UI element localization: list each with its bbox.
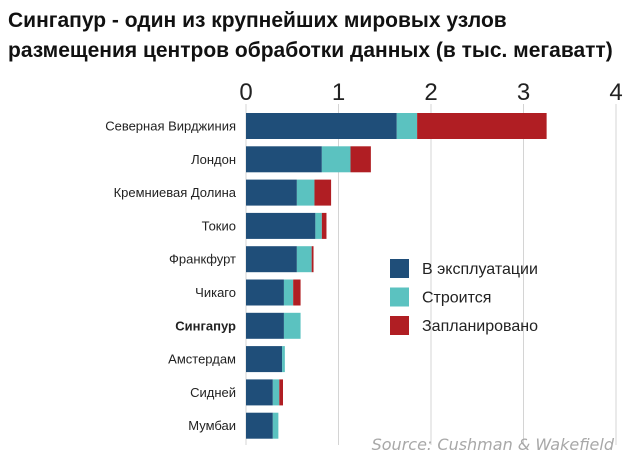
category-label: Франкфурт <box>169 252 236 267</box>
legend-swatch <box>390 259 409 278</box>
x-tick-label: 1 <box>332 79 345 106</box>
bar-construction <box>396 113 418 139</box>
x-tick-label: 3 <box>517 79 530 106</box>
bar-operating <box>246 312 284 339</box>
x-tick-label: 4 <box>609 79 622 106</box>
bar-planned <box>279 379 283 406</box>
bar-construction <box>272 412 279 439</box>
category-label: Мумбаи <box>188 418 236 433</box>
category-label: Кремниевая Долина <box>114 185 237 200</box>
legend-swatch <box>390 287 409 307</box>
x-tick-label: 2 <box>424 79 437 106</box>
bar-construction <box>282 346 285 373</box>
legend-label: Запланировано <box>422 318 538 335</box>
category-label: Чикаго <box>195 285 236 300</box>
bar-construction <box>321 146 351 173</box>
bar-operating <box>246 212 316 239</box>
bar-operating <box>246 412 273 439</box>
source-note: Source: Cushman & Wakefield <box>371 435 614 454</box>
bar-planned <box>350 146 371 173</box>
bar-planned <box>293 279 301 306</box>
chart-title-line-1: Сингапур - один из крупнейших мировых уз… <box>8 9 507 32</box>
bar-construction <box>296 246 312 273</box>
bar-operating <box>246 379 273 406</box>
x-tick-label: 0 <box>239 79 252 106</box>
legend-label: Строится <box>422 290 491 307</box>
bar-construction <box>296 179 315 206</box>
bar-planned <box>314 179 332 206</box>
legend-swatch <box>390 316 409 335</box>
category-label: Токио <box>202 218 236 233</box>
bar-planned <box>321 212 327 239</box>
bar-construction <box>272 379 280 406</box>
chart-title: Сингапур - один из крупнейших мировых уз… <box>8 6 620 66</box>
bar-construction <box>283 312 301 339</box>
bar-construction <box>315 212 322 239</box>
bar-construction <box>283 279 294 306</box>
bar-operating <box>246 346 283 373</box>
chart-title-line-2: размещения центров обработки данных (в т… <box>8 39 613 62</box>
bar-operating <box>246 179 297 206</box>
bar-operating <box>246 246 297 273</box>
category-label: Северная Вирджиния <box>105 119 236 134</box>
bar-operating <box>246 113 397 139</box>
bar-planned <box>417 113 547 139</box>
category-label: Амстердам <box>168 352 236 367</box>
category-label: Лондон <box>191 152 236 167</box>
bar-operating <box>246 146 322 173</box>
category-label: Сингапур <box>175 318 236 333</box>
category-label: Сидней <box>190 385 236 400</box>
bar-planned <box>311 246 314 273</box>
bar-operating <box>246 279 284 306</box>
legend-label: В эксплуатации <box>422 261 538 278</box>
